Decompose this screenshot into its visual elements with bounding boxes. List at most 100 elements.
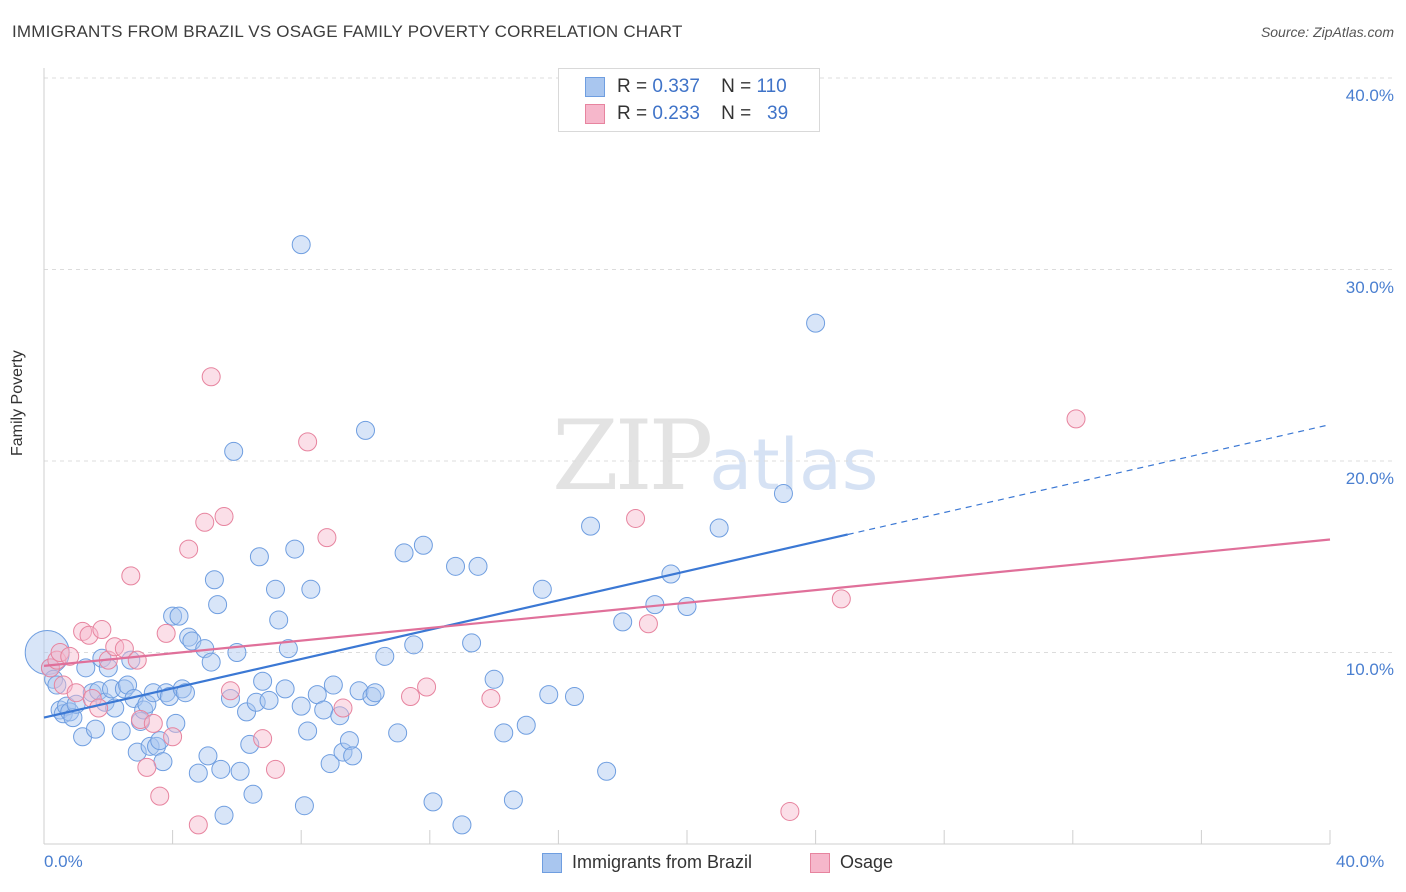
- osage-point: [417, 677, 437, 697]
- osage-point: [92, 620, 112, 640]
- brazil-point: [249, 547, 269, 567]
- legend-row-brazil: R = 0.337 N = 110: [585, 75, 787, 99]
- brazil-point: [291, 696, 311, 716]
- brazil-point: [516, 715, 536, 735]
- brazil-trend-line-extension: [847, 424, 1331, 536]
- brazil-point: [114, 679, 134, 699]
- brazil-point: [169, 606, 189, 626]
- watermark: ZIPatlas: [552, 400, 878, 512]
- y-tick-label-30: 30.0%: [1345, 278, 1394, 297]
- brazil-point: [413, 535, 433, 555]
- osage-point: [163, 727, 183, 747]
- brazil-point: [462, 633, 482, 653]
- brazil-point: [294, 796, 314, 816]
- brazil-point: [423, 792, 443, 812]
- brazil-point: [224, 441, 244, 461]
- brazil-point: [153, 752, 173, 772]
- brazil-point: [503, 790, 523, 810]
- brazil-point: [394, 543, 414, 563]
- brazil-point: [343, 746, 363, 766]
- osage-point: [188, 815, 208, 835]
- osage-point: [40, 658, 60, 678]
- osage-point: [1066, 409, 1086, 429]
- brazil-point: [806, 313, 826, 333]
- brazil-point: [140, 736, 160, 756]
- brazil-point: [220, 688, 240, 708]
- brazil-point: [356, 420, 375, 440]
- osage-point: [317, 528, 337, 548]
- brazil-point: [150, 731, 170, 751]
- brazil-point: [349, 681, 369, 701]
- brazil-point: [44, 669, 64, 689]
- bottom-legend-brazil: Immigrants from Brazil: [542, 852, 752, 873]
- brazil-point: [291, 235, 311, 255]
- legend-n-value: 110: [756, 76, 787, 97]
- bottom-swatch-blue: [542, 852, 562, 873]
- osage-point: [265, 759, 285, 779]
- brazil-point: [388, 723, 408, 743]
- osage-point: [780, 801, 800, 821]
- brazil-point: [198, 746, 218, 766]
- brazil-point: [285, 539, 305, 559]
- legend-n-label: N =: [721, 103, 752, 124]
- brazil-point: [613, 612, 633, 632]
- osage-point: [127, 650, 147, 670]
- x-tick-label-min: 0.0%: [44, 852, 83, 871]
- osage-point: [105, 637, 125, 657]
- bottom-legend-label-osage: Osage: [840, 852, 894, 872]
- y-tick-label-20: 20.0%: [1345, 469, 1394, 488]
- legend-swatch-blue: [585, 77, 605, 97]
- brazil-point: [121, 650, 141, 670]
- brazil-point: [85, 719, 105, 739]
- brazil-point: [204, 570, 224, 590]
- brazil-point: [301, 579, 321, 599]
- brazil-point: [243, 784, 263, 804]
- brazil-point: [211, 759, 231, 779]
- brazil-point: [275, 679, 295, 699]
- brazil-point: [259, 690, 279, 710]
- brazil-point: [468, 556, 488, 576]
- brazil-point: [494, 723, 514, 743]
- osage-point: [143, 713, 163, 733]
- osage-point: [150, 786, 170, 806]
- brazil-point: [111, 721, 131, 741]
- brazil-point: [375, 646, 395, 666]
- x-tick-label-max: 40.0%: [1336, 852, 1385, 871]
- brazil-point: [564, 687, 584, 707]
- brazil-point: [240, 734, 260, 754]
- watermark-zip: ZIP: [552, 400, 713, 512]
- source-label: Source: ZipAtlas.com: [1260, 24, 1394, 40]
- osage-point: [66, 683, 86, 703]
- brazil-point: [330, 706, 350, 726]
- bottom-legend-osage: Osage: [810, 852, 893, 873]
- y-tick-label-40: 40.0%: [1345, 86, 1394, 105]
- brazil-point: [452, 815, 472, 835]
- brazil-point: [677, 597, 697, 617]
- brazil-point: [298, 721, 318, 741]
- brazil-point: [208, 595, 228, 615]
- osage-point: [401, 687, 421, 707]
- brazil-point: [269, 610, 289, 630]
- brazil-point: [175, 683, 195, 703]
- osage-point: [121, 566, 141, 586]
- brazil-point: [163, 606, 183, 626]
- watermark-atlas: atlas: [709, 424, 879, 506]
- brazil-point: [404, 635, 424, 655]
- osage-point: [50, 643, 70, 662]
- brazil-point: [365, 683, 385, 703]
- bottom-swatch-pink: [810, 852, 830, 873]
- osage-point: [179, 539, 199, 559]
- osage-point: [253, 729, 273, 749]
- osage-point: [60, 646, 80, 666]
- brazil-point: [214, 805, 234, 825]
- brazil-point: [539, 685, 559, 705]
- brazil-point: [333, 742, 353, 762]
- legend-n-value: 39: [767, 103, 789, 124]
- osage-point: [831, 589, 851, 609]
- correlation-legend: R = 0.337 N = 110 R = 0.233 N = 39: [558, 68, 820, 132]
- brazil-point: [188, 763, 208, 783]
- legend-r-label: R =: [617, 76, 648, 97]
- osage-point: [214, 507, 234, 527]
- brazil-point: [179, 627, 199, 647]
